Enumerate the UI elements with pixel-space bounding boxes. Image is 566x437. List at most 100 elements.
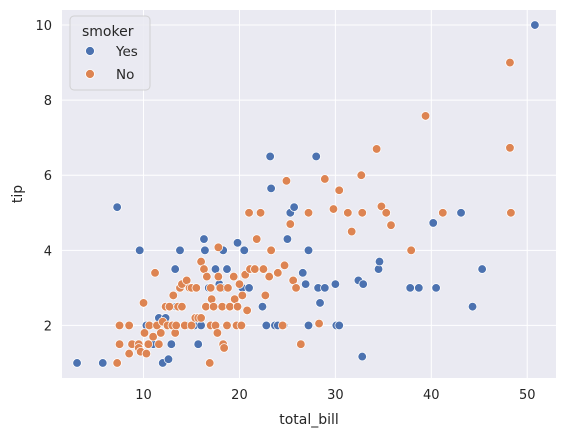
point-no <box>112 358 122 368</box>
point-no <box>138 298 149 308</box>
point-yes <box>357 351 367 362</box>
point-yes <box>456 208 466 218</box>
point-no <box>124 348 134 359</box>
point-yes <box>261 320 271 331</box>
point-no <box>237 290 248 301</box>
point-yes <box>166 339 177 349</box>
point-no <box>273 268 283 278</box>
point-yes <box>98 358 108 368</box>
point-no <box>242 305 252 316</box>
point-yes <box>72 358 82 368</box>
point-no <box>334 185 344 195</box>
point-yes <box>298 268 308 278</box>
y-tick-label: 6 <box>44 169 52 184</box>
point-yes <box>530 20 540 30</box>
point-no <box>177 301 187 312</box>
legend-marker-no <box>85 69 95 79</box>
point-yes <box>320 283 330 293</box>
point-no <box>213 271 224 282</box>
point-no <box>343 208 353 218</box>
point-yes <box>405 283 415 293</box>
point-yes <box>431 283 441 293</box>
point-yes <box>112 202 122 212</box>
point-yes <box>467 301 478 312</box>
point-no <box>206 283 216 293</box>
point-no <box>376 201 387 212</box>
point-no <box>420 111 431 121</box>
point-yes <box>358 279 368 289</box>
y-tick-label: 2 <box>44 319 52 334</box>
point-yes <box>170 264 180 274</box>
point-yes <box>163 354 174 364</box>
point-yes <box>303 320 314 331</box>
point-no <box>124 320 134 331</box>
point-no <box>196 313 206 323</box>
point-no <box>279 260 290 271</box>
point-no <box>168 290 178 301</box>
point-no <box>381 208 391 218</box>
point-yes <box>282 234 293 244</box>
y-tick-label: 10 <box>35 19 52 34</box>
point-no <box>222 320 232 331</box>
y-tick-labels: 2 4 6 8 10 <box>35 19 52 334</box>
point-no <box>202 271 212 282</box>
point-yes <box>289 202 299 212</box>
point-no <box>229 271 239 282</box>
point-yes <box>257 301 268 312</box>
point-no <box>506 208 516 218</box>
point-no <box>148 332 158 342</box>
y-tick-label: 8 <box>44 94 52 109</box>
point-yes <box>311 151 321 162</box>
point-no <box>328 204 339 214</box>
point-no <box>219 343 229 353</box>
point-yes <box>414 283 424 293</box>
point-no <box>291 283 301 293</box>
point-no <box>141 348 152 359</box>
point-yes <box>374 256 385 267</box>
point-no <box>277 320 288 331</box>
point-no <box>164 301 175 312</box>
point-yes <box>315 298 325 308</box>
legend: smoker Yes No <box>69 15 151 91</box>
point-yes <box>135 245 145 256</box>
x-axis-label: total_bill <box>279 412 339 428</box>
point-no <box>505 57 515 68</box>
point-yes <box>428 218 438 228</box>
point-yes <box>175 245 185 256</box>
point-no <box>386 220 396 230</box>
point-yes <box>266 183 276 194</box>
point-no <box>250 264 260 274</box>
point-no <box>260 290 271 301</box>
point-no <box>154 339 164 349</box>
point-no <box>156 328 166 338</box>
point-no <box>232 301 243 312</box>
point-no <box>505 143 515 153</box>
y-tick-label: 4 <box>44 244 52 259</box>
point-yes <box>193 339 203 349</box>
point-yes <box>239 245 249 256</box>
point-no <box>223 283 233 293</box>
x-tick-label: 40 <box>423 388 440 403</box>
point-yes <box>300 279 311 289</box>
point-yes <box>334 320 344 331</box>
point-no <box>212 328 223 338</box>
point-no <box>150 268 160 278</box>
point-no <box>171 320 181 331</box>
point-yes <box>244 283 254 293</box>
point-no <box>208 301 219 312</box>
point-no <box>252 234 262 244</box>
legend-label-no: No <box>116 67 134 83</box>
point-no <box>406 245 416 256</box>
legend-marker-yes <box>85 46 95 56</box>
y-axis-label: tip <box>10 185 26 203</box>
point-no <box>285 219 295 229</box>
point-no <box>236 320 247 331</box>
point-no <box>303 208 314 218</box>
point-no <box>371 144 382 154</box>
point-no <box>266 245 276 256</box>
x-tick-label: 30 <box>327 388 344 403</box>
point-no <box>191 283 201 293</box>
point-no <box>139 328 150 338</box>
point-no <box>255 208 266 218</box>
